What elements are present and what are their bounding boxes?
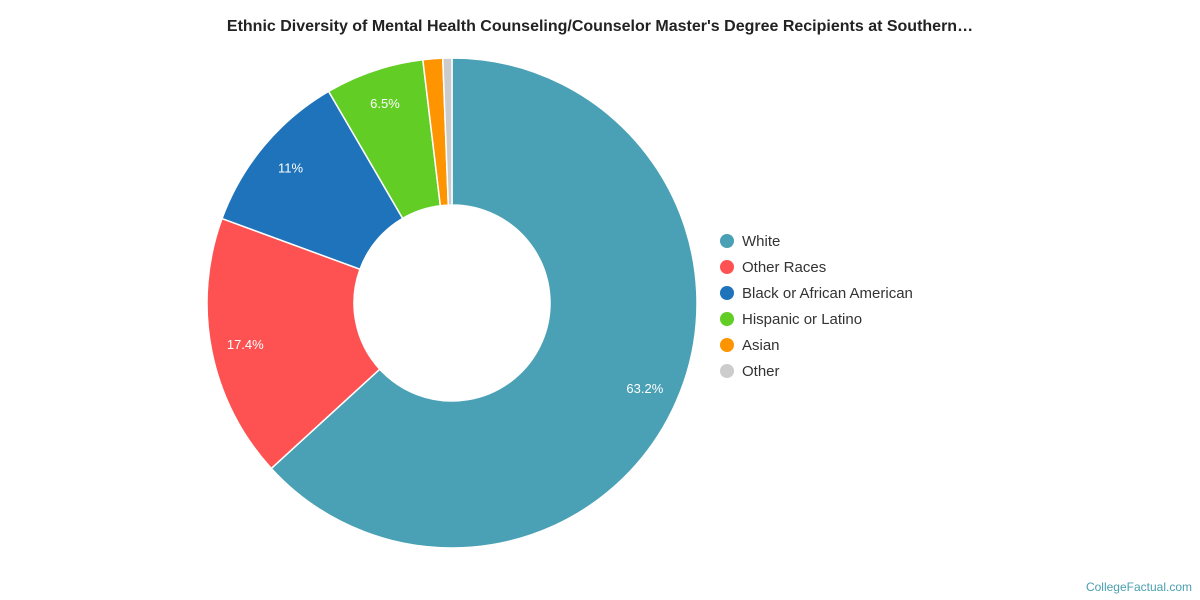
legend-label: Other xyxy=(742,362,780,380)
legend-label: Asian xyxy=(742,336,780,354)
legend-marker xyxy=(720,234,734,248)
chart-title: Ethnic Diversity of Mental Health Counse… xyxy=(226,18,974,35)
legend-marker xyxy=(720,338,734,352)
legend-item[interactable]: Black or African American xyxy=(720,280,913,306)
legend-label: White xyxy=(742,232,781,250)
slice-other[interactable] xyxy=(441,57,453,206)
legend-marker xyxy=(720,260,734,274)
legend-item[interactable]: Other xyxy=(720,358,913,384)
data-label: 11% xyxy=(278,161,303,176)
legend-marker xyxy=(720,364,734,378)
legend-item[interactable]: Asian xyxy=(720,332,913,358)
legend-label: Other Races xyxy=(742,258,827,276)
legend: White Other Races Black or African America… xyxy=(720,228,913,384)
legend-item[interactable]: Other Races xyxy=(720,254,913,280)
legend-item[interactable]: Hispanic or Latino xyxy=(720,306,913,332)
slice-other-races[interactable] xyxy=(206,217,381,470)
legend-label: Hispanic or Latino xyxy=(742,310,863,328)
legend-item[interactable]: White xyxy=(720,228,913,254)
data-label: 6.5% xyxy=(370,96,400,111)
data-label: 63.2% xyxy=(626,381,663,396)
legend-marker xyxy=(720,286,734,300)
data-label: 17.4% xyxy=(227,337,264,352)
legend-marker xyxy=(720,312,734,326)
slice-white[interactable] xyxy=(270,57,698,549)
credit-link[interactable]: CollegeFactual.com xyxy=(1085,580,1192,594)
legend-label: Black or African American xyxy=(742,284,913,302)
